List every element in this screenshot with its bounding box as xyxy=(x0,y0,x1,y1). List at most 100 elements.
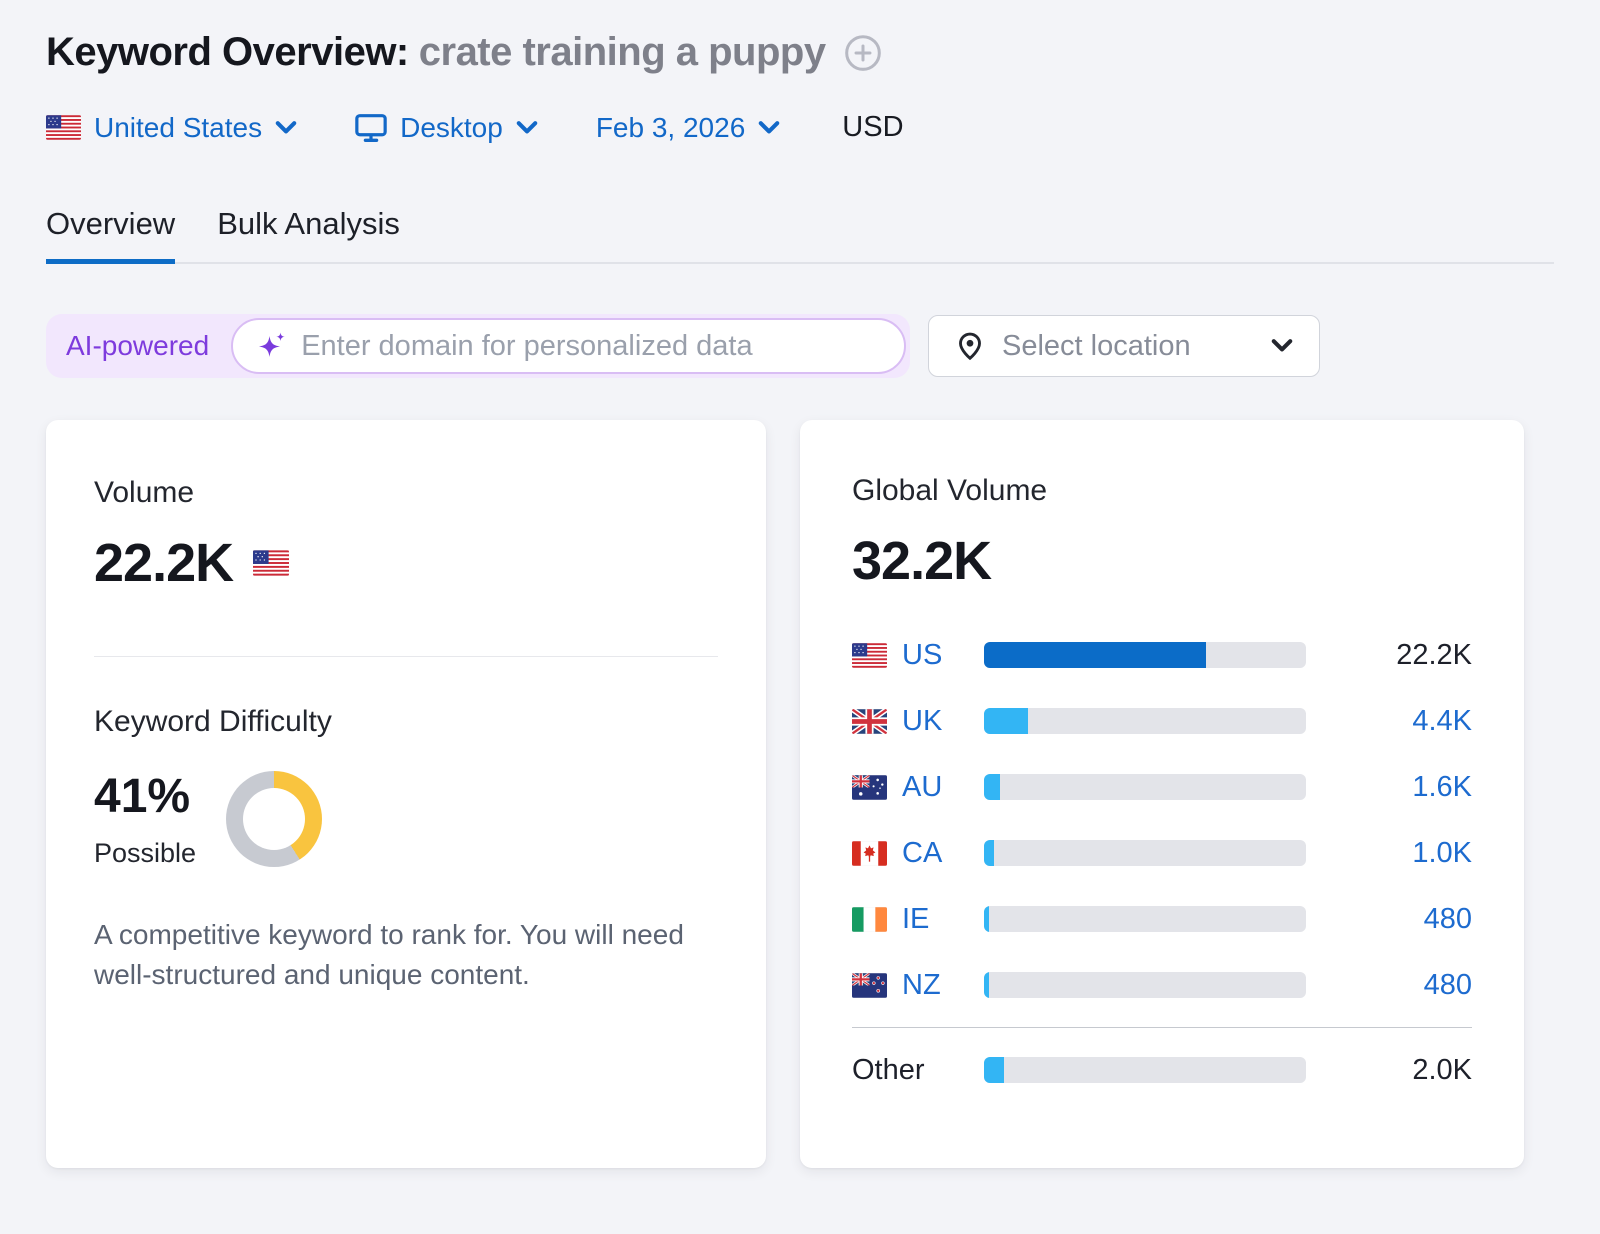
country-volume-bar-fill xyxy=(984,906,989,932)
chevron-down-icon xyxy=(1271,339,1293,353)
keyword-difficulty-row: 41% Possible xyxy=(94,769,718,869)
country-volume-bar xyxy=(984,774,1306,800)
country-volume-bar-fill xyxy=(984,840,994,866)
country-volume-value[interactable]: 4.4K xyxy=(1412,704,1472,737)
country-filter-label: United States xyxy=(94,111,263,143)
page-title-label: Keyword Overview: xyxy=(46,30,409,74)
country-volume-value[interactable]: 1.0K xyxy=(1412,836,1472,869)
cards-row: Volume 22.2K Keyword Difficulty 41% Poss… xyxy=(46,420,1554,1168)
country-flag-icon xyxy=(852,709,887,734)
tab-overview[interactable]: Overview xyxy=(46,206,176,264)
country-flag-icon xyxy=(852,841,887,866)
chevron-down-icon xyxy=(275,121,297,135)
volume-card: Volume 22.2K Keyword Difficulty 41% Poss… xyxy=(46,420,766,1168)
chevron-down-icon xyxy=(516,121,538,135)
country-volume-bar-fill xyxy=(984,708,1029,734)
keyword-difficulty-label: Possible xyxy=(94,838,197,868)
keyword-difficulty-description: A competitive keyword to rank for. You w… xyxy=(94,919,684,990)
country-volume-bar xyxy=(984,1057,1306,1083)
filter-bar: United States Desktop Feb 3, 2026 USD xyxy=(46,111,1554,144)
keyword-difficulty-donut-chart xyxy=(226,771,323,867)
global-volume-value: 32.2K xyxy=(852,531,992,591)
keyword-difficulty-percent: 41% xyxy=(94,770,191,823)
device-filter-label: Desktop xyxy=(400,111,503,143)
country-volume-value: 22.2K xyxy=(1396,638,1472,671)
page-title: Keyword Overview: crate training a puppy xyxy=(46,30,826,75)
global-volume-card: Global Volume 32.2K US 22.2K UK 4.4K AU … xyxy=(800,420,1524,1168)
page-title-keyword: crate training a puppy xyxy=(418,30,826,74)
title-row: Keyword Overview: crate training a puppy xyxy=(46,30,1554,75)
select-location-label: Select location xyxy=(1002,329,1191,362)
country-filter-dropdown[interactable]: United States xyxy=(46,112,297,144)
tab-bulk-analysis[interactable]: Bulk Analysis xyxy=(217,206,400,241)
country-flag-icon xyxy=(852,907,887,932)
country-volume-bar-fill xyxy=(984,774,1001,800)
device-filter-dropdown[interactable]: Desktop xyxy=(355,112,538,144)
country-flag-icon xyxy=(852,775,887,800)
global-volume-row: IE 480 xyxy=(852,886,1472,952)
select-location-button[interactable]: Select location xyxy=(928,315,1320,377)
volume-title: Volume xyxy=(94,476,195,509)
keyword-difficulty-title: Keyword Difficulty xyxy=(94,705,332,738)
us-flag-icon xyxy=(46,115,81,140)
country-flag-icon xyxy=(852,643,887,668)
chevron-down-icon xyxy=(758,121,780,135)
tab-bar: Overview Bulk Analysis xyxy=(46,206,1554,264)
global-volume-list: US 22.2K UK 4.4K AU 1.6K CA 1.0K xyxy=(852,622,1472,1103)
volume-value: 22.2K xyxy=(94,532,718,594)
country-volume-bar xyxy=(984,642,1306,668)
sparkle-icon xyxy=(255,331,287,361)
country-volume-bar xyxy=(984,972,1306,998)
global-volume-divider xyxy=(852,1027,1472,1028)
country-volume-value: 2.0K xyxy=(1412,1053,1472,1086)
page-header: Keyword Overview: crate training a puppy … xyxy=(0,0,1600,264)
country-label: Other xyxy=(852,1054,956,1087)
country-volume-value[interactable]: 480 xyxy=(1423,968,1472,1001)
country-code-link[interactable]: NZ xyxy=(902,968,941,1001)
global-volume-row: Other 2.0K xyxy=(852,1037,1472,1103)
volume-value-text: 22.2K xyxy=(94,533,234,593)
country-volume-bar xyxy=(984,906,1306,932)
add-keyword-icon[interactable] xyxy=(844,34,882,72)
country-code-link[interactable]: CA xyxy=(902,836,943,869)
desktop-icon xyxy=(355,113,387,143)
country-code-link[interactable]: IE xyxy=(902,902,930,935)
country-label: CA xyxy=(852,837,956,870)
country-volume-value[interactable]: 480 xyxy=(1423,902,1472,935)
global-volume-row: CA 1.0K xyxy=(852,820,1472,886)
date-filter-label: Feb 3, 2026 xyxy=(595,111,746,143)
date-filter-dropdown[interactable]: Feb 3, 2026 xyxy=(596,112,780,144)
country-volume-value[interactable]: 1.6K xyxy=(1412,770,1472,803)
country-code-link[interactable]: US xyxy=(902,638,943,671)
country-label: US xyxy=(852,639,956,672)
global-volume-row: AU 1.6K xyxy=(852,754,1472,820)
global-volume-title: Global Volume xyxy=(852,474,1048,507)
card-divider xyxy=(94,656,718,657)
country-label: AU xyxy=(852,771,956,804)
ai-powered-pill: AI-powered xyxy=(46,314,910,378)
country-volume-bar-fill xyxy=(984,1057,1004,1083)
country-label: UK xyxy=(852,705,956,738)
ai-domain-bar: AI-powered Select location xyxy=(46,314,1554,378)
country-code-link[interactable]: AU xyxy=(902,770,943,803)
ai-powered-badge: AI-powered xyxy=(66,330,210,361)
global-volume-row: US 22.2K xyxy=(852,622,1472,688)
country-code-link: Other xyxy=(852,1053,925,1086)
global-volume-row: NZ 480 xyxy=(852,952,1472,1018)
global-volume-row: UK 4.4K xyxy=(852,688,1472,754)
country-volume-bar-fill xyxy=(984,972,989,998)
country-volume-bar-fill xyxy=(984,642,1206,668)
currency-label: USD xyxy=(842,111,904,143)
country-flag-icon xyxy=(852,973,887,998)
country-code-link[interactable]: UK xyxy=(902,704,943,737)
domain-input-wrap xyxy=(231,318,906,374)
page-content: AI-powered Select location Volume 22.2K xyxy=(0,314,1600,1168)
country-label: NZ xyxy=(852,969,956,1002)
us-flag-icon xyxy=(253,550,289,576)
keyword-difficulty-score: 41% Possible xyxy=(94,769,196,869)
country-volume-bar xyxy=(984,840,1306,866)
country-label: IE xyxy=(852,903,956,936)
country-volume-bar xyxy=(984,708,1306,734)
domain-input[interactable] xyxy=(301,329,882,363)
